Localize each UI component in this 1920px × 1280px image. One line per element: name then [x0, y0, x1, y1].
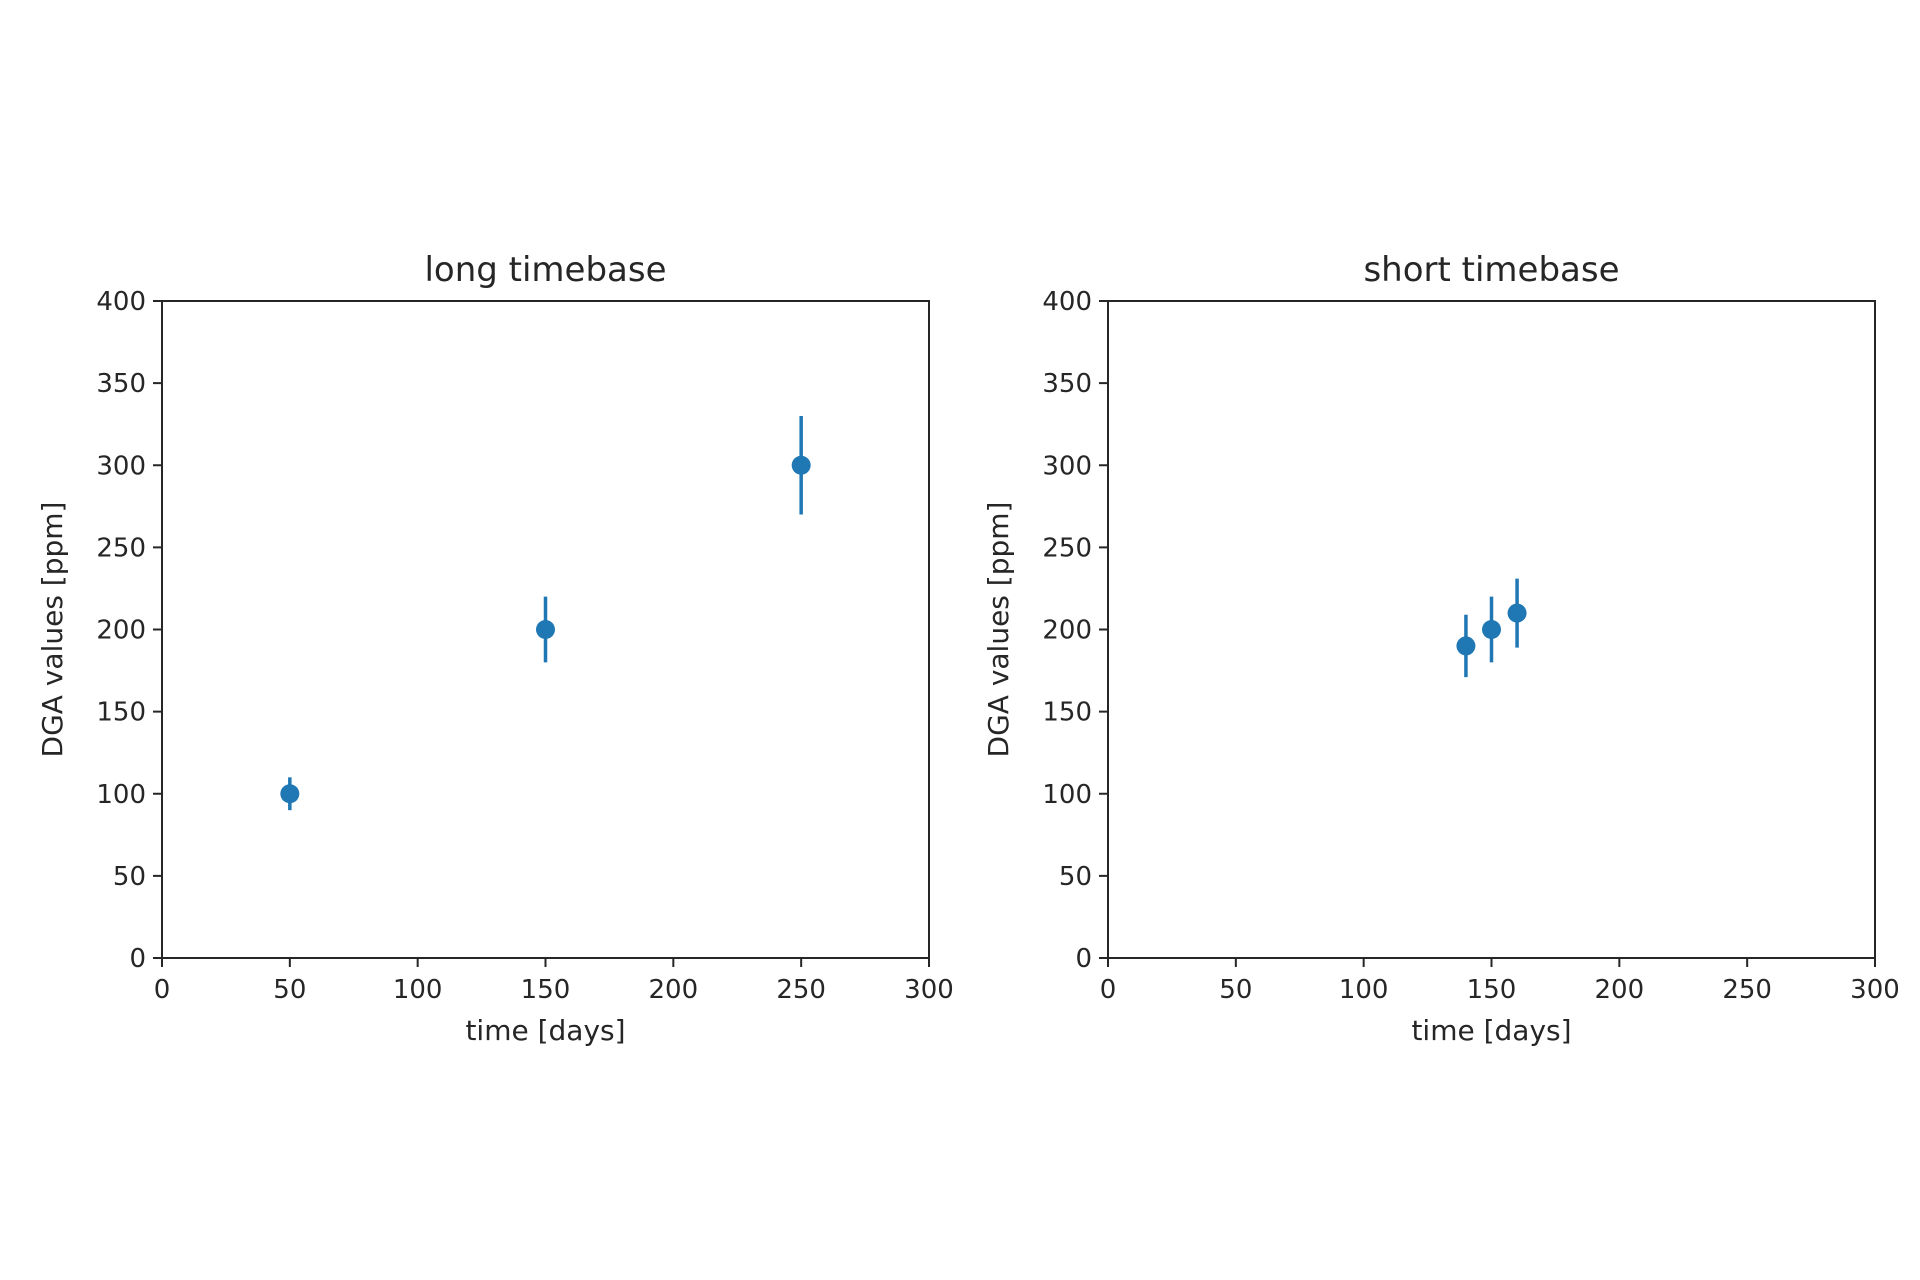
chart-title: long timebase	[424, 250, 666, 290]
y-tick-label: 150	[96, 698, 146, 728]
y-axis-label: DGA values [ppm]	[982, 502, 1015, 758]
y-tick-label: 200	[96, 616, 146, 646]
y-tick-label: 0	[1075, 944, 1092, 974]
y-tick-label: 50	[113, 862, 146, 892]
data-marks	[1456, 578, 1527, 678]
x-axis-label: time [days]	[1411, 1014, 1571, 1047]
x-tick-label: 200	[1595, 975, 1645, 1005]
x-tick-label: 150	[1467, 975, 1517, 1005]
chart-title: short timebase	[1363, 250, 1619, 290]
panel-long-timebase: long timebase time [days] DGA values [pp…	[36, 250, 954, 1047]
x-tick-label: 100	[1339, 975, 1389, 1005]
data-marks	[280, 415, 811, 811]
y-axis-label: DGA values [ppm]	[36, 502, 69, 758]
data-point	[536, 620, 555, 639]
y-tick-label: 0	[129, 944, 146, 974]
panel-short-timebase: short timebase time [days] DGA values [p…	[982, 250, 1900, 1047]
x-tick-label: 100	[393, 975, 443, 1005]
y-tick-label: 400	[1042, 287, 1092, 317]
plot-frame	[161, 300, 930, 959]
y-tick-label: 300	[96, 451, 146, 481]
y-tick-label: 300	[1042, 451, 1092, 481]
x-tick-label: 300	[904, 975, 954, 1005]
x-tick-label: 50	[1219, 975, 1252, 1005]
y-tick-label: 400	[96, 287, 146, 317]
y-tick-label: 100	[1042, 780, 1092, 810]
x-tick-label: 0	[1100, 975, 1117, 1005]
x-tick-label: 0	[154, 975, 171, 1005]
x-tick-label: 50	[273, 975, 306, 1005]
x-tick-label: 150	[521, 975, 571, 1005]
data-point	[1482, 620, 1501, 639]
x-tick-label: 300	[1850, 975, 1900, 1005]
x-tick-label: 250	[1722, 975, 1772, 1005]
x-tick-label: 250	[776, 975, 826, 1005]
y-tick-label: 350	[96, 369, 146, 399]
y-tick-label: 250	[96, 533, 146, 563]
data-point	[1456, 636, 1476, 656]
y-tick-label: 350	[1042, 369, 1092, 399]
y-tick-label: 200	[1042, 616, 1092, 646]
y-tick-label: 150	[1042, 698, 1092, 728]
x-axis-label: time [days]	[465, 1014, 625, 1047]
plot-frame	[1107, 300, 1876, 959]
x-tick-label: 200	[649, 975, 699, 1005]
data-point	[791, 455, 811, 475]
data-point	[280, 784, 300, 804]
y-tick-label: 250	[1042, 533, 1092, 563]
ticks: 0 50 100 150 200 250 300 0 50 100 150 200 250 300 350 4…	[1042, 287, 1899, 1005]
data-point	[1507, 603, 1527, 623]
y-tick-label: 50	[1059, 862, 1092, 892]
y-tick-label: 100	[96, 780, 146, 810]
ticks: 0 50 100 150 200 250 300 0 50 100 150 200 250 300 350 4…	[96, 287, 953, 1005]
